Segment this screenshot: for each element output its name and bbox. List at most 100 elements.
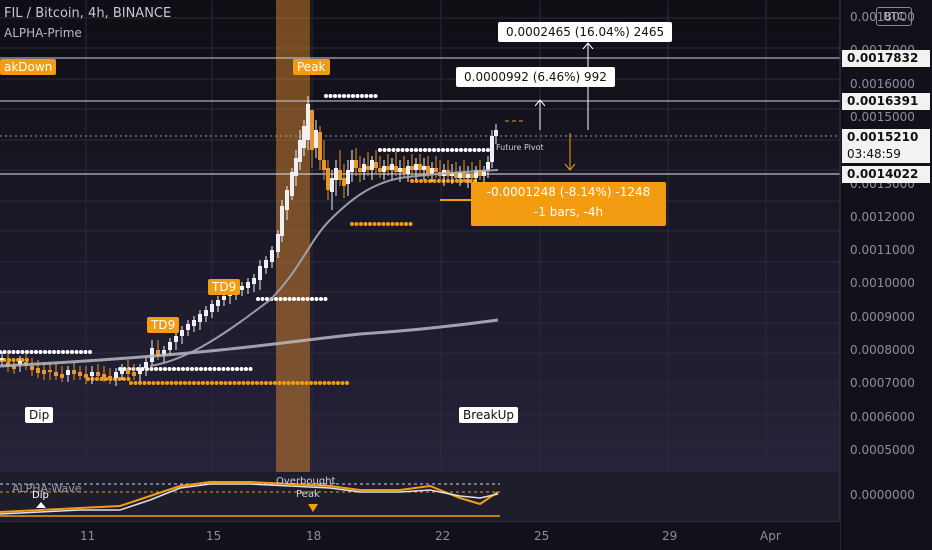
price-tick-label: 0.0010000 xyxy=(850,276,915,291)
pivot-dot xyxy=(20,350,25,354)
pivot-dot xyxy=(331,381,336,385)
measure-label-down: -0.0001248 (-8.14%) -1248 -1 bars, -4h xyxy=(471,182,666,226)
pivot-dot xyxy=(268,381,273,385)
candle-body xyxy=(394,166,398,172)
symbol-title: FIL / Bitcoin, 4h, BINANCE xyxy=(4,6,172,21)
pivot-dot xyxy=(336,381,340,385)
candle-body xyxy=(306,104,310,140)
candle-body xyxy=(54,372,58,376)
pivot-dot xyxy=(481,148,486,152)
candle-body xyxy=(342,178,346,186)
price-level-label: 0.0015210 xyxy=(842,129,930,146)
oscillator-zero-tick: 0.0000000 xyxy=(850,488,915,502)
candle-body xyxy=(240,286,244,290)
pivot-dot xyxy=(183,381,187,385)
pivot-dot xyxy=(2,350,7,354)
pivot-dot xyxy=(61,350,65,354)
candle-body xyxy=(410,166,414,170)
candle-body xyxy=(156,350,160,356)
pivot-dot xyxy=(319,297,323,301)
price-tick-label: 0.0009000 xyxy=(850,309,915,324)
candle-body xyxy=(318,132,322,160)
grid-lines xyxy=(0,0,840,522)
candle-body xyxy=(374,162,378,168)
measure-down-price: -0.0001248 (-8.14%) -1248 xyxy=(486,185,651,199)
candle-body xyxy=(310,110,314,150)
pivot-dot xyxy=(167,367,172,371)
pivot-dot xyxy=(446,179,450,183)
pivot-dot xyxy=(301,297,305,301)
pivot-dot xyxy=(219,381,223,385)
pivot-dot xyxy=(196,381,201,385)
pivot-dot xyxy=(221,367,226,371)
candle-body xyxy=(6,362,10,366)
pivot-dot xyxy=(176,367,181,371)
candle-body xyxy=(280,206,284,236)
candle-body xyxy=(120,370,124,374)
candle-body xyxy=(454,172,458,178)
candle-body xyxy=(422,166,426,170)
candle-body xyxy=(330,178,334,192)
candle-body xyxy=(290,172,294,196)
pivot-dot xyxy=(232,381,237,385)
pivot-dot xyxy=(25,350,29,354)
time-tick-label: 22 xyxy=(435,529,451,543)
pivot-dot xyxy=(29,350,34,354)
measure-tools xyxy=(440,42,594,201)
pivot-dot xyxy=(291,381,295,385)
candle-body xyxy=(78,372,82,376)
pivot-dot xyxy=(185,367,190,371)
pivot-dot xyxy=(190,367,194,371)
pivot-dot xyxy=(194,367,199,371)
pivot-dot xyxy=(405,148,409,152)
currency-button[interactable]: BTC xyxy=(876,7,912,26)
pivot-dot xyxy=(404,222,408,226)
oscillator-dip-marker xyxy=(36,502,46,508)
pivot-dot xyxy=(212,367,217,371)
pivot-dot xyxy=(450,148,454,152)
pivot-dot xyxy=(323,297,328,301)
pivot-dot xyxy=(174,381,178,385)
pivot-dot xyxy=(181,367,185,371)
candle-body xyxy=(192,320,196,326)
pivot-dot xyxy=(214,381,219,385)
pivot-dot xyxy=(313,381,318,385)
candle-body xyxy=(302,126,306,148)
candle-body xyxy=(12,366,16,369)
pivot-dot xyxy=(56,350,61,354)
pivot-dot xyxy=(369,94,373,98)
pivot-dot xyxy=(208,367,212,371)
candle-body xyxy=(470,174,474,178)
candle-body xyxy=(414,164,418,170)
pivot-dot xyxy=(445,148,450,152)
pivot-dot xyxy=(436,148,441,152)
pivot-dot xyxy=(192,381,196,385)
time-tick-label: 29 xyxy=(662,529,678,543)
candle-body xyxy=(72,370,76,374)
price-tick-label: 0.0012000 xyxy=(850,209,915,224)
candle-body xyxy=(466,174,470,178)
candle-body xyxy=(474,170,478,178)
pivot-dot xyxy=(265,297,269,301)
pivot-dot xyxy=(432,179,437,183)
oscillator-overbought-label: Overbought xyxy=(276,476,336,487)
candle-body xyxy=(258,266,262,280)
candle-body xyxy=(458,172,462,178)
candle-body xyxy=(126,370,130,374)
pivot-dot xyxy=(47,350,52,354)
measure-label-up-small: 0.0000992 (6.46%) 992 xyxy=(456,67,615,87)
candle-body xyxy=(66,370,70,375)
pivot-dot xyxy=(260,297,265,301)
candle-body xyxy=(264,260,268,268)
pivot-dot xyxy=(169,381,174,385)
pivot-dot xyxy=(151,381,156,385)
pivot-dot xyxy=(11,350,16,354)
candle-body xyxy=(314,130,318,148)
candle-body xyxy=(18,361,22,365)
peak-highlight-band xyxy=(276,0,310,522)
oscillator-wave-line xyxy=(0,483,499,515)
candle-body xyxy=(144,362,148,368)
candle-body xyxy=(0,358,4,360)
